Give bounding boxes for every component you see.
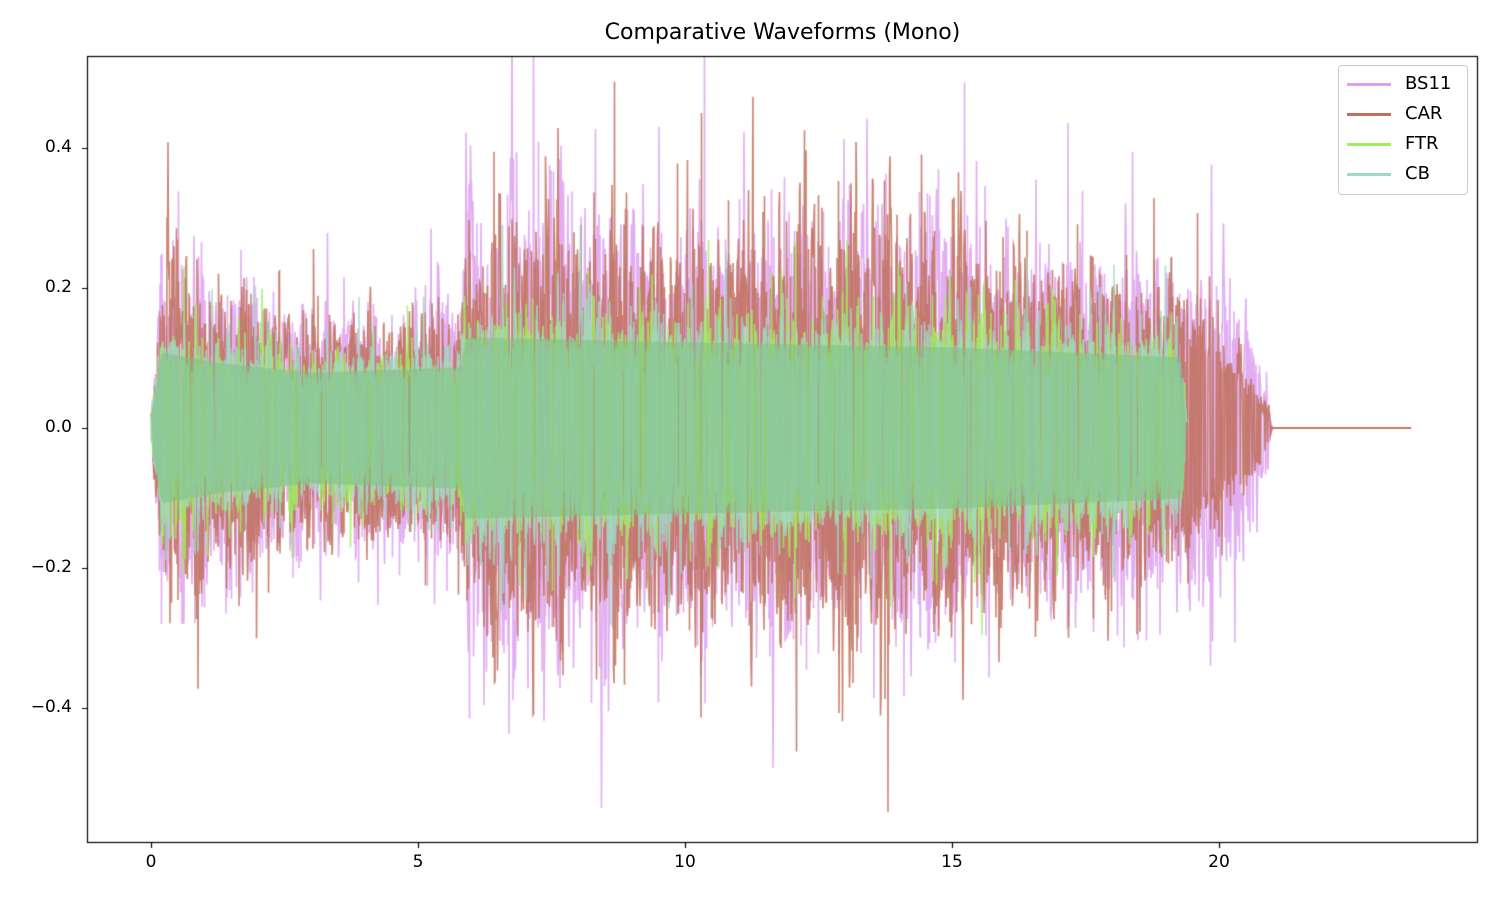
x-tick-label: 20	[1208, 852, 1230, 872]
legend-label: FTR	[1405, 133, 1439, 154]
x-tick-label: 15	[941, 852, 963, 872]
x-tick-label: 5	[412, 852, 424, 872]
y-tick-label: 0.2	[44, 277, 72, 297]
legend-item-bs11: BS11	[1339, 69, 1467, 99]
y-tick-label: −0.4	[30, 697, 72, 717]
chart-legend: BS11 CAR FTR CB	[1338, 65, 1468, 195]
legend-item-car: CAR	[1339, 99, 1467, 129]
y-tick-label: 0.0	[44, 417, 72, 437]
legend-swatch-icon	[1347, 143, 1391, 146]
legend-swatch-icon	[1347, 173, 1391, 176]
legend-label: CB	[1405, 163, 1430, 184]
x-tick-label: 0	[145, 852, 157, 872]
legend-item-cb: CB	[1339, 159, 1467, 189]
y-tick-label: 0.4	[44, 137, 72, 157]
x-tick-label: 10	[674, 852, 696, 872]
legend-swatch-icon	[1347, 83, 1391, 86]
legend-label: CAR	[1405, 103, 1443, 124]
legend-label: BS11	[1405, 73, 1452, 94]
y-tick-label: −0.2	[30, 557, 72, 577]
legend-item-ftr: FTR	[1339, 129, 1467, 159]
legend-swatch-icon	[1347, 113, 1391, 116]
